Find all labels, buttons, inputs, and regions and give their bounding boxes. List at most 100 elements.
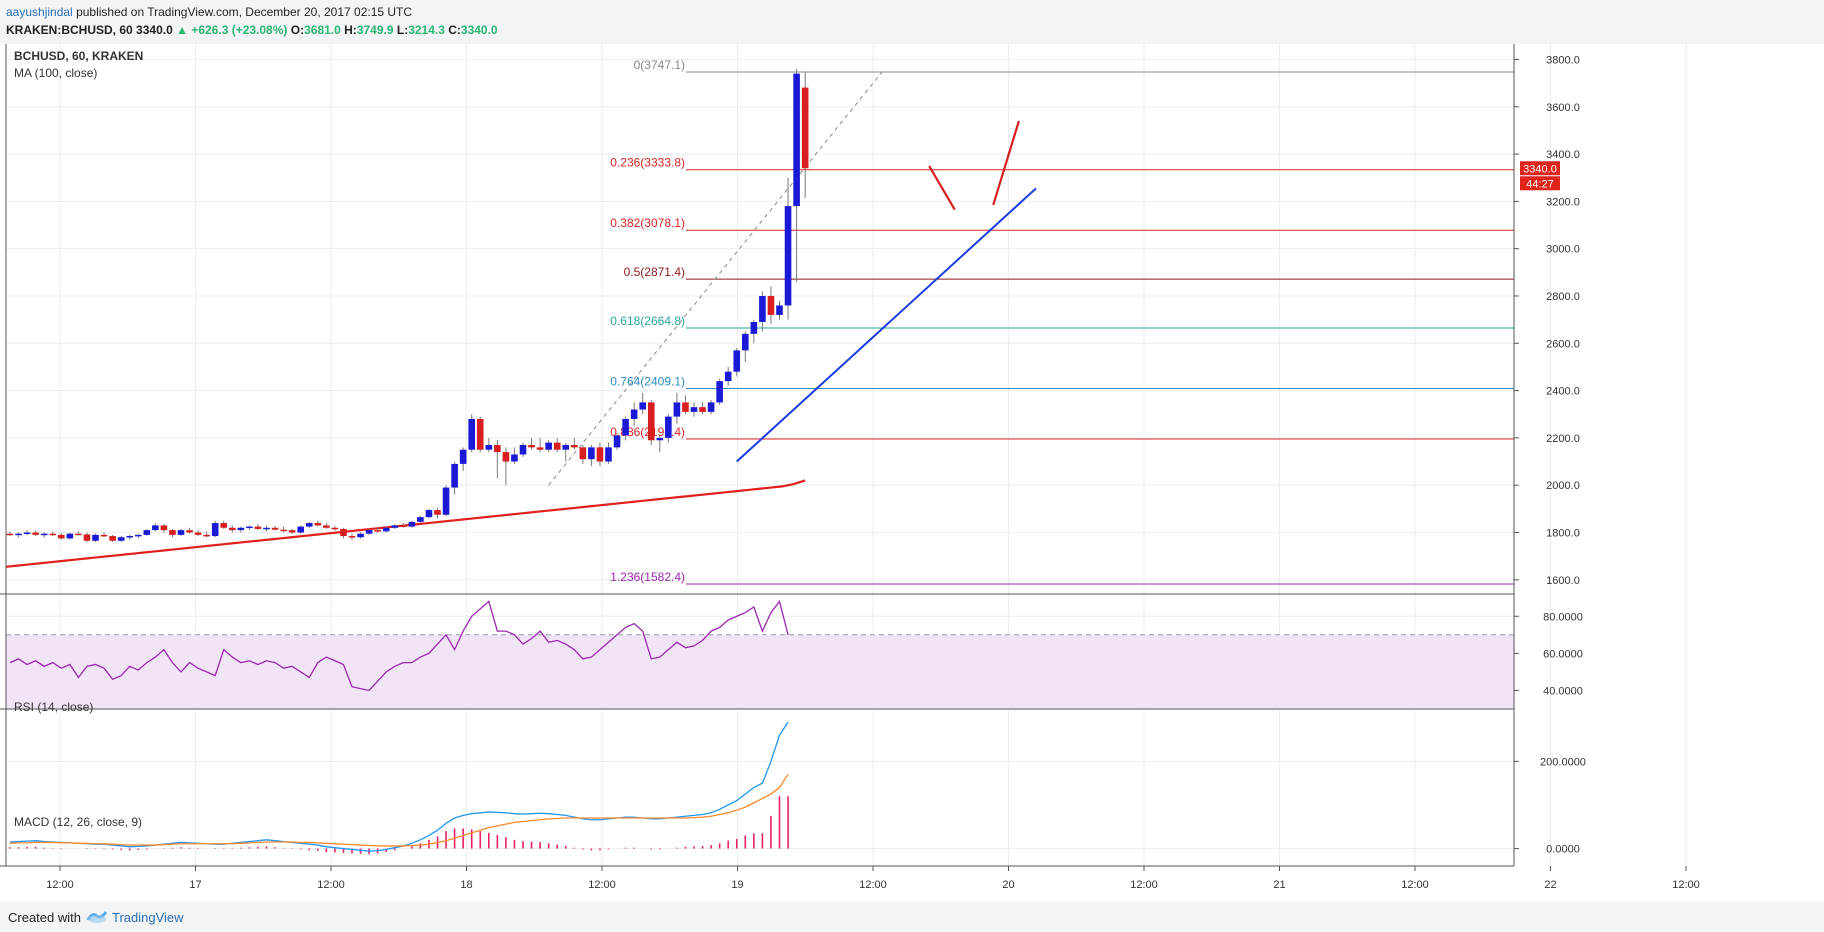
open-label: O: <box>290 23 305 37</box>
candle-body <box>605 447 612 462</box>
fib-label: 0.618(2664.8) <box>610 314 685 328</box>
macd-pane-title: MACD (12, 26, close, 9) <box>14 815 142 829</box>
candle-body <box>716 381 723 403</box>
chart-area[interactable]: 0(3747.1) 0.236(3333.8) 0.382(3078.1) 0.5(2… <box>0 44 1824 902</box>
x-tick-label: 12:00 <box>859 879 887 891</box>
candle-body <box>177 530 185 535</box>
candle-body <box>348 536 356 538</box>
candle-body <box>545 442 552 450</box>
candle-body <box>767 295 775 315</box>
candle-body <box>92 534 99 541</box>
candle-body <box>40 533 48 536</box>
rsi-y-tick-label: 40.0000 <box>1543 685 1583 697</box>
candle-body <box>699 407 706 412</box>
candle-body <box>759 295 766 322</box>
x-tick-label: 22 <box>1544 879 1556 891</box>
candle-body <box>536 447 544 450</box>
candle-body <box>66 533 74 539</box>
macd-line <box>9 721 789 852</box>
candle-body <box>451 463 458 488</box>
candle-body <box>588 447 595 460</box>
candle-body <box>639 402 646 410</box>
candle-body <box>707 402 715 412</box>
candle-body <box>690 407 698 412</box>
candle-body <box>152 525 159 531</box>
y-tick-label: 3600.0 <box>1546 102 1580 114</box>
candle-body <box>6 533 14 536</box>
candle-body <box>682 402 689 412</box>
candle-body <box>203 534 210 537</box>
fib-levels: 0(3747.1) 0.236(3333.8) 0.382(3078.1) 0.5(2… <box>548 58 1514 585</box>
candle-body <box>365 530 373 534</box>
candle-body <box>571 444 578 448</box>
published-text: published on TradingView.com, December 2… <box>76 5 413 19</box>
support-trendline <box>736 187 1037 463</box>
y-tick-label: 3000.0 <box>1546 244 1580 256</box>
x-tick-label: 20 <box>1002 879 1014 891</box>
author-link[interactable]: aayushjindal <box>6 5 73 19</box>
candle-body <box>784 206 792 306</box>
close-value: 3340.0 <box>460 23 498 37</box>
low-value: 3214.3 <box>408 23 445 37</box>
fib-label: 0.5(2871.4) <box>624 265 685 279</box>
candle-body <box>271 527 279 530</box>
close-label: C: <box>448 23 461 37</box>
signal-line <box>9 774 789 847</box>
tradingview-link[interactable]: TradingView <box>112 910 184 925</box>
candle-body <box>100 534 108 537</box>
rsi-y-tick-label: 80.0000 <box>1543 611 1583 623</box>
candle-body <box>434 510 441 515</box>
macd-lines <box>9 721 789 855</box>
candle-body <box>425 510 433 518</box>
y-tick-label: 2600.0 <box>1546 338 1580 350</box>
projection-up-stroke <box>992 120 1020 206</box>
candle-body <box>297 526 304 533</box>
candle-body <box>776 305 783 315</box>
fib-anchor-dashed-line <box>548 71 883 486</box>
candle-body <box>58 534 65 539</box>
candle-body <box>400 525 407 527</box>
candle-body <box>528 444 535 448</box>
candle-body <box>246 526 253 529</box>
candle-body <box>32 532 39 535</box>
x-tick-label: 19 <box>731 879 743 891</box>
candle-body <box>357 533 364 538</box>
candle-body <box>15 533 22 536</box>
macd-y-tick-label: 200.0000 <box>1540 756 1586 768</box>
candle-body <box>220 523 228 528</box>
candle-body <box>742 333 749 351</box>
price-change: +626.3 (+23.08%) <box>191 23 288 37</box>
candle-body <box>305 523 313 527</box>
candle-body <box>117 537 125 541</box>
candle-body <box>75 533 82 536</box>
x-tick-label: 12:00 <box>1130 879 1158 891</box>
x-tick-label: 12:00 <box>46 879 74 891</box>
rsi-y-tick-label: 60.0000 <box>1543 648 1583 660</box>
candles <box>6 68 809 542</box>
interval: 60 <box>119 23 133 37</box>
rsi-band-layer <box>6 634 1514 710</box>
candle-body <box>340 528 347 537</box>
candle-body <box>579 447 587 460</box>
candle-body <box>665 416 672 438</box>
y-tick-label: 2200.0 <box>1546 433 1580 445</box>
x-tick-label: 21 <box>1273 879 1285 891</box>
candle-body <box>211 523 219 537</box>
candle-body <box>323 525 330 528</box>
candle-body <box>331 527 339 530</box>
candle-body <box>476 418 484 450</box>
x-tick-label: 12:00 <box>1672 879 1700 891</box>
last-price: 3340.0 <box>136 23 173 37</box>
candle-body <box>647 402 655 441</box>
fib-label: 0.886(2195.4) <box>610 425 685 439</box>
ma-indicator-label: MA (100, close) <box>14 66 97 80</box>
drawings <box>736 120 1037 463</box>
candle-body <box>169 530 176 535</box>
fib-label: 0.764(2409.1) <box>610 374 685 388</box>
candle-body <box>793 73 800 207</box>
candle-body <box>502 452 510 462</box>
y-tick-label: 2400.0 <box>1546 386 1580 398</box>
fib-label: 0.236(3333.8) <box>610 156 685 170</box>
macd-y-tick-label: 0.0000 <box>1546 844 1580 856</box>
candle-body <box>229 527 236 531</box>
